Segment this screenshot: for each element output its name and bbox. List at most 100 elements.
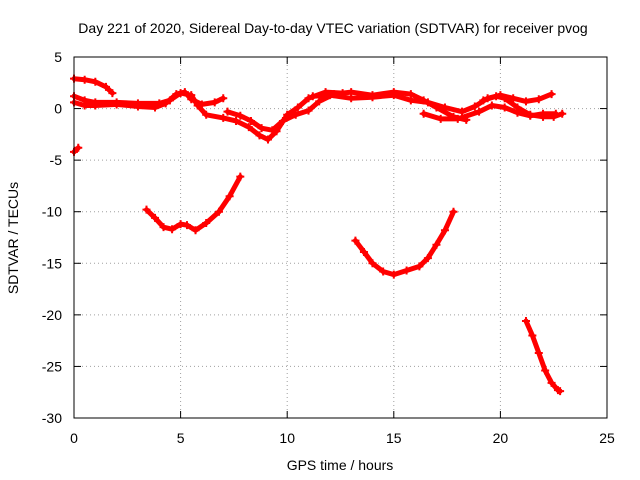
data-point: [255, 131, 264, 140]
data-point: [304, 106, 313, 115]
data-point: [487, 101, 496, 110]
series-track: [144, 174, 243, 233]
data-point: [278, 116, 287, 125]
data-point: [436, 114, 445, 123]
data-point: [80, 75, 89, 84]
data-point: [347, 94, 356, 103]
data-point: [219, 94, 228, 103]
data-point: [415, 262, 424, 271]
data-point: [547, 90, 556, 99]
data-point: [475, 107, 484, 116]
data-point: [351, 236, 360, 245]
data-point: [165, 96, 174, 105]
x-tick-label: 20: [493, 430, 509, 446]
data-point: [556, 387, 565, 396]
data-series-track-10: [351, 207, 458, 279]
data-point: [168, 225, 177, 234]
x-tick-label: 0: [70, 430, 78, 446]
data-point: [541, 366, 550, 375]
y-tick-label: -25: [42, 358, 62, 374]
data-point: [479, 96, 488, 105]
data-layer: [70, 74, 567, 396]
data-point: [470, 102, 479, 111]
data-point: [74, 143, 83, 152]
data-point: [304, 94, 313, 103]
data-point: [315, 97, 324, 106]
data-point: [402, 266, 411, 275]
data-point: [232, 116, 241, 125]
tick-layer: [73, 56, 608, 419]
data-point: [406, 96, 415, 105]
data-point: [534, 95, 543, 104]
data-point: [389, 270, 398, 279]
y-tick-label: -20: [42, 307, 62, 323]
data-point: [257, 124, 266, 133]
data-point: [133, 99, 142, 108]
data-point: [182, 221, 191, 230]
data-point: [214, 207, 223, 216]
x-tick-label: 15: [386, 430, 402, 446]
data-point: [432, 240, 441, 249]
data-point: [509, 94, 518, 103]
data-point: [176, 89, 185, 98]
data-point: [440, 226, 449, 235]
data-point: [423, 98, 432, 107]
data-point: [225, 192, 234, 201]
series-track: [523, 318, 563, 394]
data-point: [458, 107, 467, 116]
data-point: [176, 220, 185, 229]
plot-frame: [73, 56, 608, 419]
data-series-track-8: [70, 143, 83, 156]
x-tick-label: 5: [177, 430, 185, 446]
data-point: [539, 112, 548, 121]
data-point: [159, 223, 168, 232]
data-series-track-1: [70, 74, 117, 98]
series-track: [71, 89, 346, 142]
data-point: [108, 89, 117, 98]
data-point: [500, 103, 509, 112]
data-point: [202, 219, 211, 228]
data-point: [453, 114, 462, 123]
data-point: [359, 247, 368, 256]
data-point: [368, 259, 377, 268]
chart-title: Day 221 of 2020, Sidereal Day-to-day VTE…: [78, 20, 587, 36]
y-tick-label: 0: [54, 101, 62, 117]
data-point: [142, 205, 151, 214]
data-point: [191, 226, 200, 235]
y-tick-label: 5: [54, 49, 62, 65]
data-point: [91, 98, 100, 107]
data-series-track-4: [223, 88, 471, 135]
data-point: [308, 92, 317, 101]
y-tick-label: -15: [42, 255, 62, 271]
data-point: [423, 254, 432, 263]
data-series-track-3: [70, 88, 347, 144]
data-point: [223, 107, 232, 116]
y-axis-label: SDTVAR / TECUs: [5, 182, 21, 294]
x-tick-label: 10: [279, 430, 295, 446]
tick-label-layer: 0 5 10 15 20 25 5 0 -5 -10 -15 -20 -25 -30: [42, 49, 615, 446]
data-point: [244, 123, 253, 132]
data-point: [151, 213, 160, 222]
data-point: [219, 113, 228, 122]
data-point: [193, 101, 202, 110]
data-point: [500, 94, 509, 103]
data-point: [419, 109, 428, 118]
data-point: [155, 99, 164, 108]
data-point: [202, 110, 211, 119]
data-point: [325, 91, 334, 100]
data-point: [291, 110, 300, 119]
data-point: [80, 96, 89, 105]
y-tick-label: -5: [50, 152, 63, 168]
data-point: [547, 378, 556, 387]
data-point: [379, 267, 388, 276]
data-point: [293, 103, 302, 112]
x-axis-label: GPS time / hours: [287, 457, 394, 473]
data-point: [528, 331, 537, 340]
series-track: [352, 209, 456, 278]
y-tick-label: -30: [42, 410, 62, 426]
data-point: [264, 135, 273, 144]
data-point: [534, 349, 543, 358]
data-series-track-5: [308, 90, 556, 116]
data-point: [187, 91, 196, 100]
